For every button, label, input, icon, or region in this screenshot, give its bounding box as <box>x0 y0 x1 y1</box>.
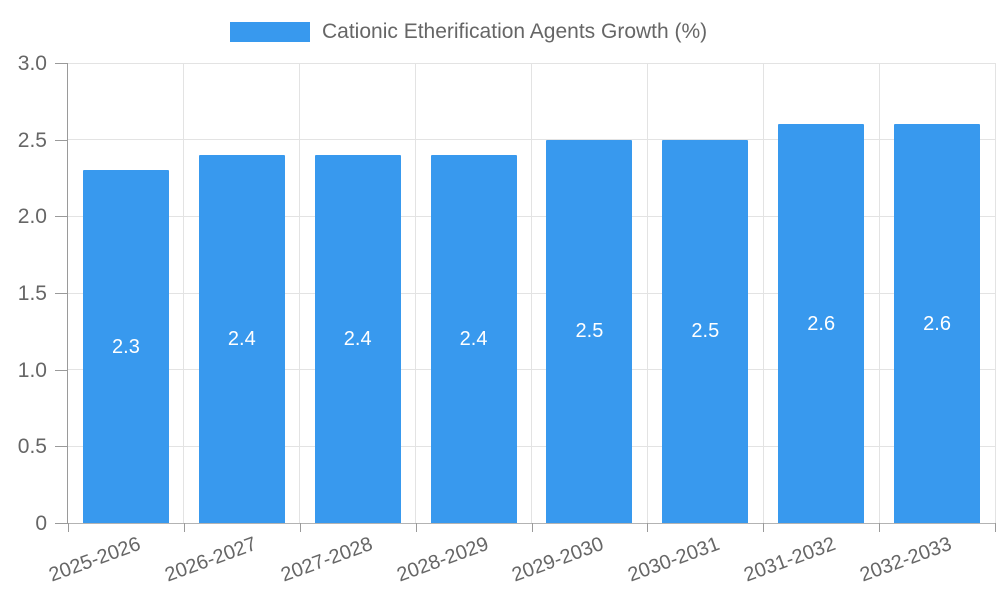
y-tick-label: 2.5 <box>17 128 47 152</box>
y-tick-label: 0 <box>35 512 47 535</box>
y-tick-label: 1.5 <box>17 282 47 305</box>
y-tick-mark <box>55 446 68 448</box>
bar[interactable]: 2.5 <box>546 139 633 523</box>
bar[interactable]: 2.4 <box>314 155 401 523</box>
y-tick-label: 0.5 <box>17 435 47 459</box>
bar-value-label: 2.4 <box>459 328 488 350</box>
plot-area: 2.3 2.4 2.4 2.4 2.5 2.5 2.6 2.6 <box>68 62 996 523</box>
x-gridline <box>762 63 764 523</box>
y-tick-mark <box>55 523 68 524</box>
legend-swatch <box>230 22 310 42</box>
x-tick-mark <box>647 523 649 532</box>
bar[interactable]: 2.3 <box>82 170 169 523</box>
x-gridline <box>531 63 532 523</box>
y-tick-mark <box>55 63 68 64</box>
x-gridline <box>183 63 185 523</box>
x-tick-mark <box>183 523 185 532</box>
y-tick-label: 3.0 <box>17 52 47 75</box>
bar-value-label: 2.4 <box>343 328 372 350</box>
y-tick-label: 1.0 <box>17 358 47 382</box>
bar[interactable]: 2.4 <box>198 155 285 523</box>
x-tick-mark <box>995 523 996 532</box>
bar-value-label: 2.4 <box>227 328 256 350</box>
x-tick-mark <box>879 523 881 532</box>
bar-value-label: 2.6 <box>923 312 951 335</box>
bar-value-label: 2.6 <box>807 312 836 335</box>
y-tick-mark <box>55 139 68 141</box>
bar[interactable]: 2.6 <box>778 124 865 523</box>
x-tick-mark <box>763 523 765 532</box>
x-tick-mark <box>531 523 533 532</box>
y-tick-label: 2.0 <box>17 205 47 229</box>
bar[interactable]: 2.5 <box>662 139 749 523</box>
bar-value-label: 2.5 <box>575 320 604 343</box>
x-tick-mark <box>415 523 417 532</box>
bar[interactable]: 2.4 <box>430 155 517 523</box>
legend-label: Cationic Etherification Agents Growth (%… <box>322 20 708 43</box>
x-tick-mark <box>299 523 301 532</box>
bar-value-label: 2.3 <box>112 335 140 358</box>
bar-value-label: 2.5 <box>691 320 720 343</box>
x-axis-line <box>67 523 995 524</box>
legend[interactable]: Cationic Etherification Agents Growth (%… <box>230 20 707 44</box>
x-tick-mark <box>68 523 69 532</box>
y-tick-mark <box>55 216 68 218</box>
y-tick-mark <box>55 293 68 294</box>
x-gridline <box>646 63 648 523</box>
x-gridline <box>878 63 880 523</box>
x-gridline <box>299 63 301 523</box>
y-tick-mark <box>55 369 68 371</box>
x-gridline <box>415 63 417 523</box>
x-gridline <box>994 63 996 523</box>
bar[interactable]: 2.6 <box>894 124 981 523</box>
